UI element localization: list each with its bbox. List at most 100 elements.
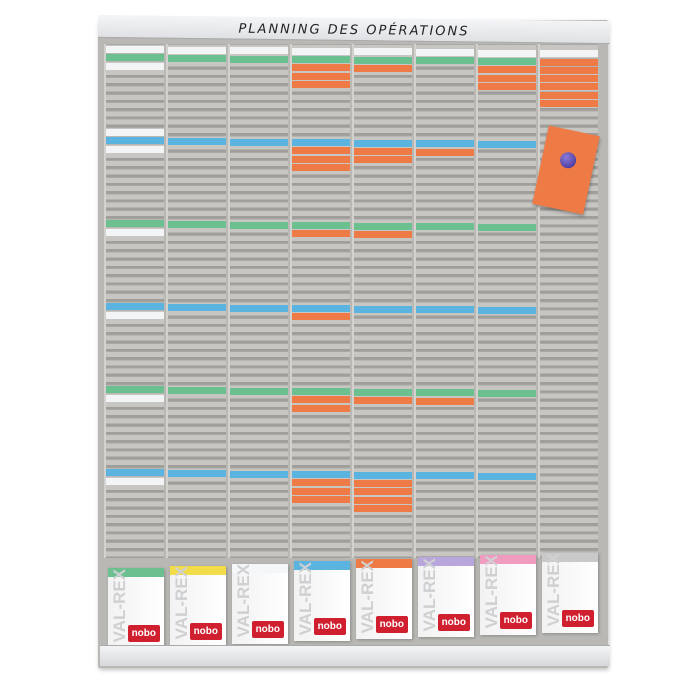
- box-lid: [542, 552, 598, 562]
- orange-t-card[interactable]: [478, 66, 536, 74]
- orange-t-card[interactable]: [354, 65, 412, 72]
- blue-t-card[interactable]: [478, 306, 536, 314]
- blue-t-card[interactable]: [168, 469, 226, 477]
- orange-t-card[interactable]: [354, 156, 412, 164]
- blue-t-card[interactable]: [292, 305, 350, 313]
- blue-t-card[interactable]: [106, 303, 164, 311]
- blue-t-card[interactable]: [106, 469, 164, 477]
- orange-t-card[interactable]: [292, 164, 350, 171]
- white-t-card[interactable]: [106, 394, 164, 402]
- white-t-card[interactable]: [106, 62, 164, 70]
- card-box[interactable]: VAL-REX nobo: [480, 554, 536, 635]
- green-t-card[interactable]: [478, 389, 536, 397]
- orange-t-card[interactable]: [540, 66, 598, 74]
- orange-t-card[interactable]: [540, 91, 598, 99]
- green-t-card[interactable]: [168, 386, 226, 394]
- green-t-card[interactable]: [416, 223, 474, 231]
- blue-t-card[interactable]: [230, 138, 288, 146]
- green-t-card[interactable]: [230, 221, 288, 229]
- blue-t-card[interactable]: [416, 472, 474, 480]
- orange-t-card[interactable]: [292, 487, 350, 495]
- orange-t-card[interactable]: [540, 83, 598, 91]
- orange-t-card[interactable]: [292, 230, 350, 238]
- card-box[interactable]: VAL-REX nobo: [170, 565, 226, 646]
- green-t-card[interactable]: [230, 387, 288, 395]
- blue-t-card[interactable]: [230, 304, 288, 312]
- blue-t-card[interactable]: [478, 472, 536, 480]
- white-t-card[interactable]: [292, 47, 350, 55]
- card-box[interactable]: VAL-REX nobo: [108, 568, 164, 648]
- blue-t-card[interactable]: [168, 137, 226, 145]
- orange-t-card[interactable]: [478, 82, 536, 90]
- white-t-card[interactable]: [478, 49, 536, 57]
- green-t-card[interactable]: [354, 56, 412, 64]
- green-t-card[interactable]: [416, 57, 474, 65]
- green-t-card[interactable]: [230, 55, 288, 63]
- white-t-card[interactable]: [230, 47, 288, 55]
- card-box[interactable]: VAL-REX nobo: [356, 559, 412, 640]
- orange-t-card[interactable]: [292, 155, 350, 163]
- orange-t-card[interactable]: [292, 313, 350, 321]
- orange-t-card[interactable]: [354, 231, 412, 238]
- orange-t-card[interactable]: [292, 479, 350, 487]
- green-t-card[interactable]: [354, 388, 412, 396]
- green-t-card[interactable]: [354, 222, 412, 230]
- orange-t-card[interactable]: [540, 100, 598, 107]
- blue-t-card[interactable]: [230, 470, 288, 478]
- green-t-card[interactable]: [478, 57, 536, 65]
- white-t-card[interactable]: [106, 228, 164, 236]
- orange-t-card[interactable]: [354, 480, 412, 487]
- orange-t-card[interactable]: [416, 397, 474, 405]
- blue-t-card[interactable]: [354, 139, 412, 147]
- green-t-card[interactable]: [416, 389, 474, 397]
- green-t-card[interactable]: [168, 54, 226, 62]
- green-t-card[interactable]: [168, 220, 226, 228]
- nobo-logo: nobo: [251, 620, 284, 638]
- green-t-card[interactable]: [478, 223, 536, 231]
- orange-t-card[interactable]: [292, 64, 350, 72]
- orange-t-card[interactable]: [292, 496, 350, 503]
- orange-t-card[interactable]: [292, 81, 350, 88]
- white-t-card[interactable]: [106, 477, 164, 485]
- green-t-card[interactable]: [292, 56, 350, 64]
- orange-t-card[interactable]: [540, 58, 598, 66]
- card-box[interactable]: VAL-REX nobo: [418, 557, 474, 637]
- green-t-card[interactable]: [292, 388, 350, 396]
- card-box[interactable]: VAL-REX nobo: [542, 552, 598, 633]
- card-box[interactable]: VAL-REX nobo: [294, 561, 350, 642]
- white-t-card[interactable]: [106, 129, 164, 136]
- blue-t-card[interactable]: [292, 139, 350, 147]
- green-t-card[interactable]: [106, 220, 164, 228]
- orange-t-card[interactable]: [292, 404, 350, 412]
- orange-t-card[interactable]: [292, 396, 350, 404]
- white-t-card[interactable]: [106, 145, 164, 153]
- white-t-card[interactable]: [354, 48, 412, 56]
- blue-t-card[interactable]: [292, 471, 350, 479]
- white-t-card[interactable]: [416, 49, 474, 56]
- orange-t-card[interactable]: [292, 72, 350, 80]
- blue-t-card[interactable]: [354, 471, 412, 479]
- green-t-card[interactable]: [106, 54, 164, 62]
- green-t-card[interactable]: [106, 386, 164, 394]
- orange-t-card[interactable]: [354, 397, 412, 404]
- white-t-card[interactable]: [540, 50, 598, 58]
- orange-t-card[interactable]: [354, 504, 412, 512]
- blue-t-card[interactable]: [416, 306, 474, 314]
- orange-t-card[interactable]: [416, 148, 474, 156]
- green-t-card[interactable]: [292, 222, 350, 230]
- white-t-card[interactable]: [168, 46, 226, 54]
- blue-t-card[interactable]: [416, 140, 474, 148]
- white-t-card[interactable]: [106, 311, 164, 319]
- orange-t-card[interactable]: [292, 147, 350, 155]
- blue-t-card[interactable]: [354, 305, 412, 313]
- blue-t-card[interactable]: [168, 303, 226, 311]
- orange-t-card[interactable]: [478, 74, 536, 82]
- white-t-card[interactable]: [106, 46, 164, 53]
- orange-t-card[interactable]: [354, 488, 412, 496]
- blue-t-card[interactable]: [478, 140, 536, 148]
- blue-t-card[interactable]: [106, 137, 164, 145]
- orange-t-card[interactable]: [540, 75, 598, 83]
- card-box[interactable]: VAL-REX nobo: [232, 563, 288, 644]
- orange-t-card[interactable]: [354, 496, 412, 504]
- orange-t-card[interactable]: [354, 148, 412, 155]
